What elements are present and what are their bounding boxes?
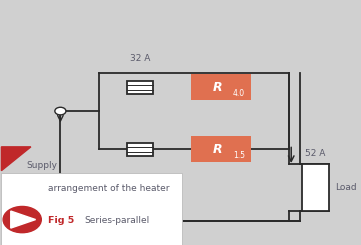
Bar	[303, 163, 329, 211]
Text: Load: Load	[335, 183, 357, 192]
Text: 32 A: 32 A	[130, 54, 151, 63]
Circle shape	[55, 107, 66, 115]
Text: 4.0: 4.0	[233, 89, 245, 98]
Text: R: R	[213, 143, 222, 156]
Text: Series-parallel: Series-parallel	[85, 216, 150, 225]
Polygon shape	[11, 211, 36, 228]
Bar	[127, 143, 153, 156]
Text: 52 A: 52 A	[305, 149, 326, 159]
Text: arrangement of the heater: arrangement of the heater	[48, 184, 170, 193]
Bar	[191, 136, 251, 162]
Text: 20 A: 20 A	[130, 176, 151, 185]
Text: 1.5: 1.5	[233, 151, 245, 160]
FancyBboxPatch shape	[1, 173, 182, 245]
Bar	[191, 74, 251, 100]
Circle shape	[55, 217, 66, 225]
Polygon shape	[1, 147, 31, 171]
Text: Supply: Supply	[26, 161, 57, 171]
Bar	[127, 81, 153, 94]
Text: Fig 5: Fig 5	[48, 216, 74, 225]
Text: R: R	[213, 81, 222, 94]
Circle shape	[3, 207, 41, 233]
